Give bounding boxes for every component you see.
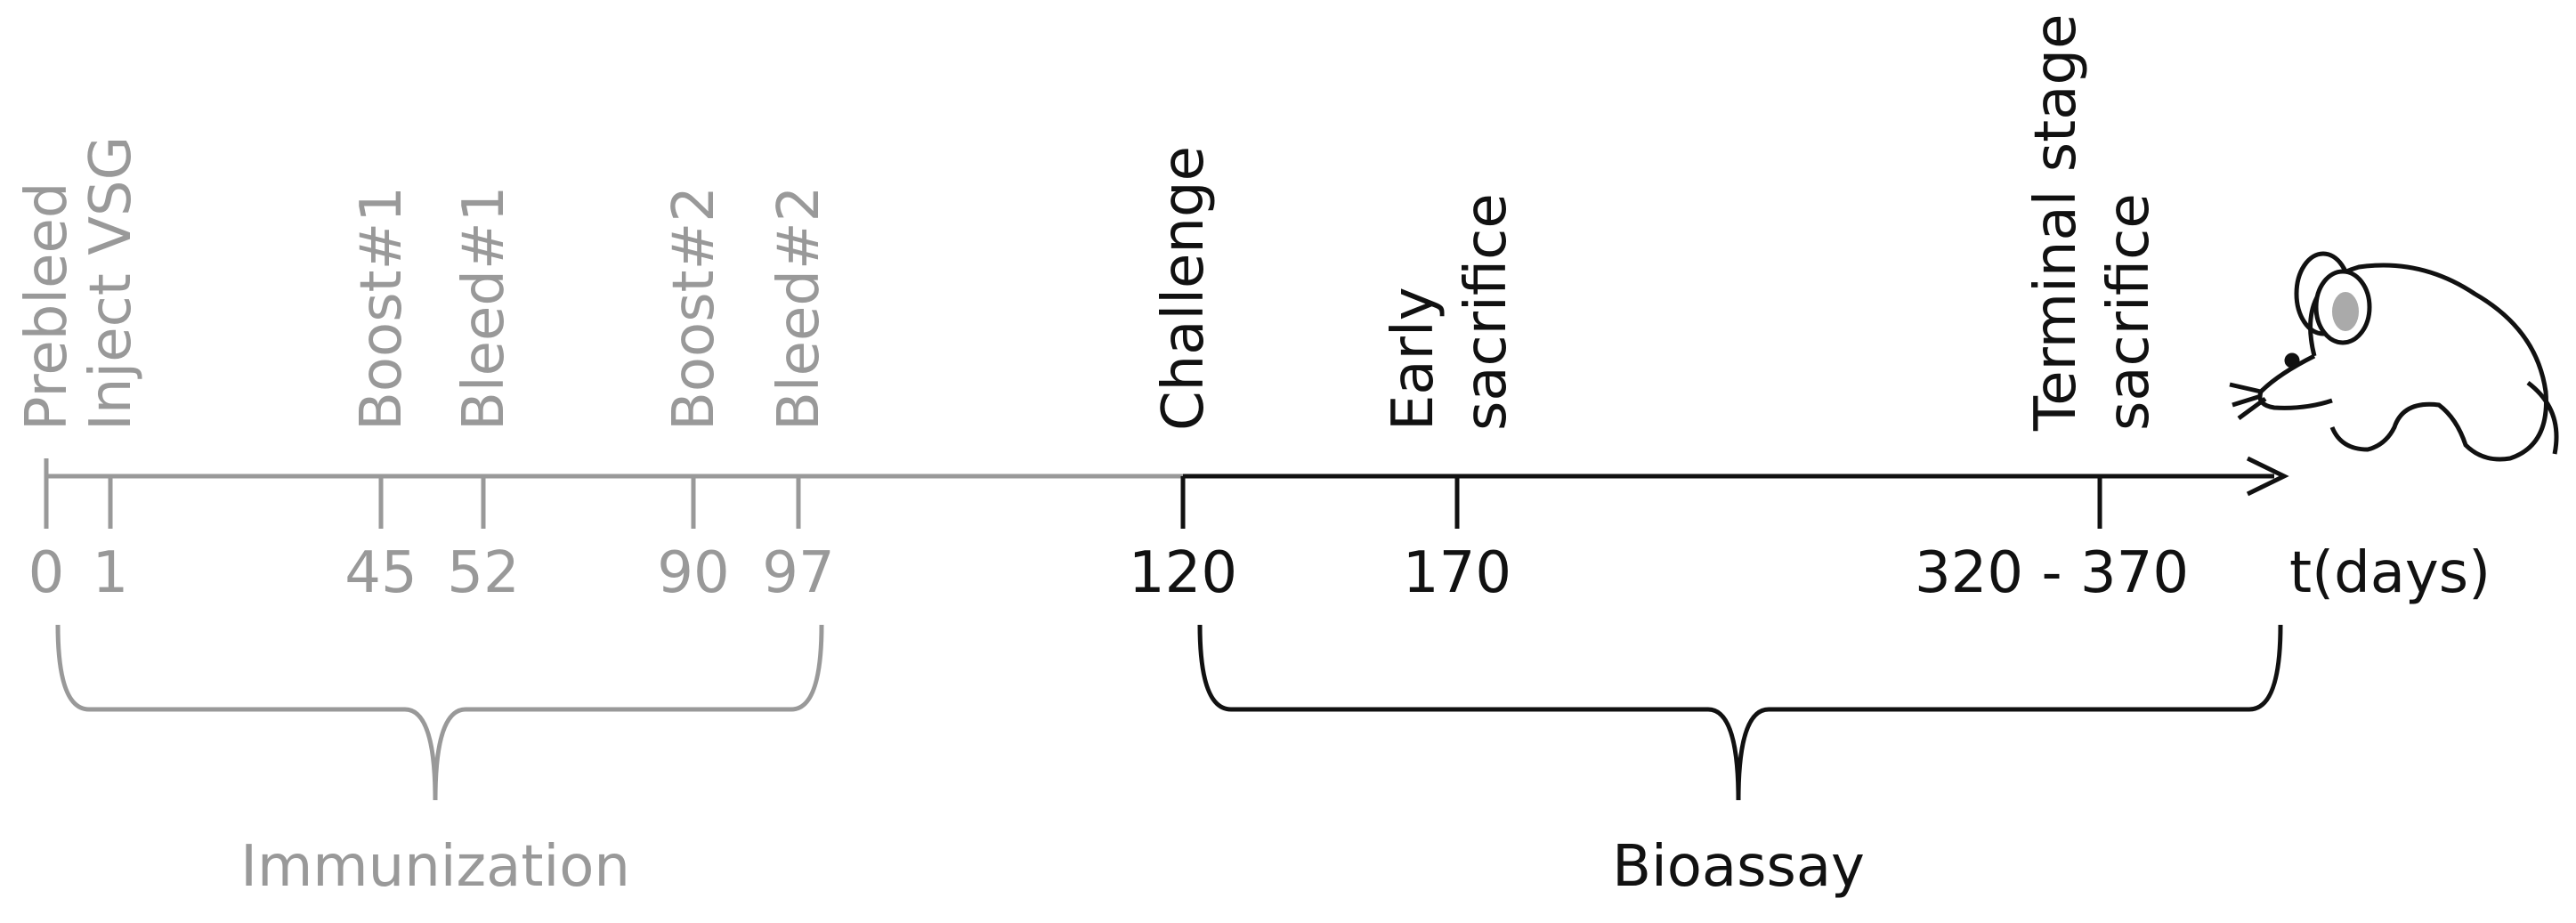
- axis-label: t(days): [2289, 540, 2491, 606]
- event-label: Challenge: [1151, 146, 1217, 431]
- day-label: 45: [344, 540, 417, 606]
- axis-arrow: [2246, 456, 2289, 497]
- event-label: sacrifice: [1454, 193, 1519, 431]
- bioassay-brace: [1197, 624, 2283, 801]
- day-label: 97: [762, 540, 834, 606]
- day-label: 90: [657, 540, 729, 606]
- event-label: Boost#2: [661, 186, 727, 431]
- event-label: sacrifice: [2096, 193, 2162, 431]
- phase-label: Immunization: [240, 834, 630, 900]
- event-label: Early: [1381, 287, 1446, 431]
- day-label: 320 - 370: [1915, 540, 2189, 606]
- immunization-brace: [55, 624, 824, 801]
- event-label: Terminal stage: [2023, 14, 2089, 432]
- day-label: 1: [93, 540, 129, 606]
- mouse-icon: [2229, 251, 2559, 462]
- day-label: 0: [28, 540, 65, 606]
- event-label: Bleed#1: [451, 186, 517, 431]
- event-label: Bleed#2: [766, 186, 832, 431]
- day-label: 52: [447, 540, 519, 606]
- day-label: 170: [1403, 540, 1511, 606]
- day-label: 120: [1129, 540, 1237, 606]
- event-label: Prebleed: [14, 182, 80, 431]
- phase-label: Bioassay: [1612, 834, 1865, 900]
- event-label: Inject VSG: [78, 136, 144, 431]
- event-label: Boost#1: [349, 186, 415, 431]
